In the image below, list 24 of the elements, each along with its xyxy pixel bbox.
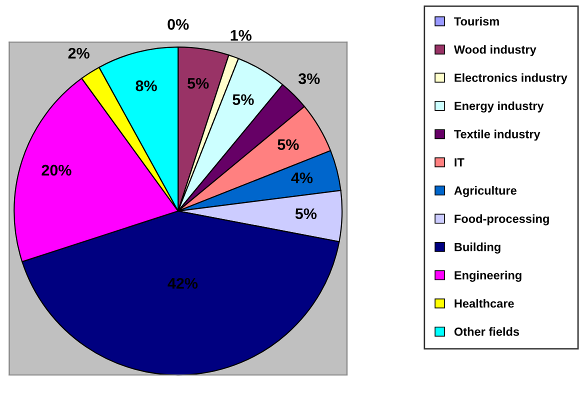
legend-label: Electronics industry [454, 73, 568, 84]
data-label: 20% [42, 164, 72, 176]
legend-label: Agriculture [454, 186, 517, 198]
data-label: 1% [230, 30, 252, 41]
data-label: 3% [298, 73, 320, 84]
data-label: 5% [232, 94, 254, 106]
legend-label: Textile industry [454, 130, 540, 141]
legend-label: Engineering [454, 270, 522, 282]
data-label: 5% [295, 208, 317, 220]
legend-label: Tourism [454, 16, 499, 26]
data-label: 4% [291, 172, 313, 184]
data-label: 5% [278, 139, 299, 150]
legend-label: IT [454, 158, 464, 166]
text: 0% [168, 19, 189, 30]
data-label: 5% [188, 78, 209, 89]
legend-label: Food-processing [454, 214, 549, 226]
legend-label: Energy industry [454, 101, 544, 112]
legend-label: Healthcare [454, 299, 514, 308]
data-label: 8% [136, 80, 157, 92]
data-label: 42% [168, 278, 198, 289]
legend-label: Other fields [454, 327, 520, 336]
data-label: 2% [68, 48, 90, 59]
legend-label: Building [454, 242, 500, 254]
legend-label: Wood industry [454, 45, 536, 56]
